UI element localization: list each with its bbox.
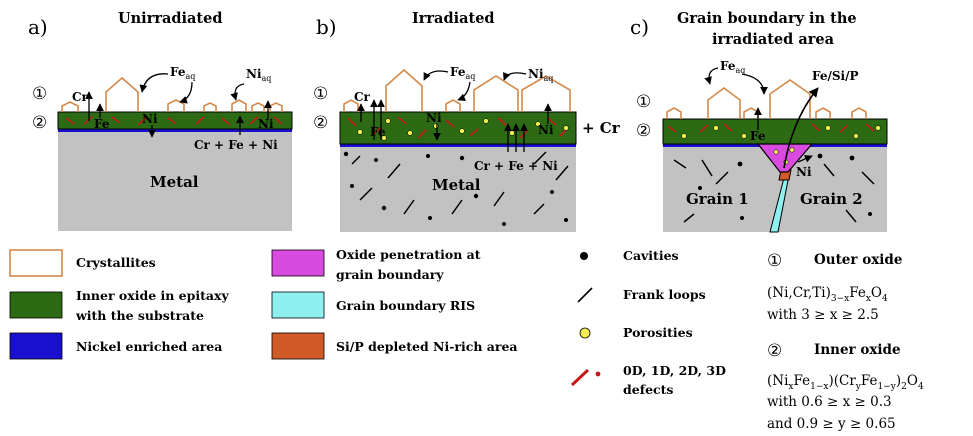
- legend-cavities: Cavities: [623, 248, 679, 263]
- ni-label: Ni: [796, 165, 812, 179]
- legend-penetration-line2: grain boundary: [336, 267, 444, 282]
- legend: Crystallites Inner oxide in epitaxy with…: [9, 247, 726, 397]
- outer-layer-marker: ①: [32, 84, 47, 104]
- inner-oxide-layer: [662, 118, 888, 145]
- metal-label: Metal: [150, 173, 199, 191]
- ni-right-label: Ni: [258, 117, 274, 131]
- ni-right-label: Ni: [538, 123, 554, 137]
- legend-frank: Frank loops: [623, 287, 706, 302]
- inner-oxide-range-x: with 0.6 ≥ x ≥ 0.3: [767, 394, 892, 410]
- grain1-label: Grain 1: [686, 190, 749, 208]
- legend-inner-oxide-line1: Inner oxide in epitaxy: [76, 288, 229, 303]
- legend-gb-ris-swatch: [271, 291, 325, 319]
- legend-defects-swatch: [570, 368, 601, 387]
- legend-crystallites: Crystallites: [76, 255, 156, 270]
- inner-layer-marker: ②: [313, 113, 328, 133]
- legend-frank-swatch: [577, 287, 593, 303]
- cavities-group: [343, 151, 568, 226]
- panel-a-letter: a): [28, 15, 48, 39]
- frank-loops-group: [351, 151, 569, 215]
- panel-c: ① ② Feaq Fe/Si/P Fe: [636, 59, 888, 233]
- legend-porosities: Porosities: [623, 325, 693, 340]
- inner-oxide-title: Inner oxide: [814, 342, 901, 358]
- ni-label: Ni: [426, 111, 442, 125]
- diffusion-label: Cr + Fe + Ni: [194, 138, 278, 152]
- defects-group: [65, 116, 283, 126]
- inner-oxide-layer: [57, 111, 293, 130]
- inner-oxide-range-y: and 0.9 ≥ y ≥ 0.65: [767, 416, 896, 432]
- metal-substrate: [58, 131, 292, 231]
- legend-defects-line1: 0D, 1D, 2D, 3D: [623, 363, 726, 378]
- grain2-label: Grain 2: [800, 190, 863, 208]
- panel-b-title: Irradiated: [412, 10, 495, 27]
- crystallites-group: [61, 76, 283, 112]
- legend-sip-swatch: [271, 332, 325, 360]
- panel-b-letter: b): [316, 15, 337, 39]
- outer-oxide-marker: ①: [767, 251, 782, 271]
- outer-oxide-block: ① Outer oxide (Ni,Cr,Ti)3−xFexO4 with 3 …: [767, 251, 902, 323]
- cr-label: Cr: [72, 90, 89, 104]
- inner-layer-marker: ②: [32, 113, 47, 133]
- inner-oxide-marker: ②: [767, 341, 782, 361]
- panel-a: ① ② Cr Fe Ni Ni Feaq: [32, 65, 293, 231]
- fe-label: Fe: [750, 129, 766, 143]
- legend-nickel-swatch: [9, 332, 63, 360]
- porosities-group: [357, 118, 569, 141]
- fe-aq-label: Feaq: [450, 65, 475, 81]
- legend-defects-line2: defects: [623, 382, 673, 397]
- crystallites-group: [666, 79, 867, 119]
- legend-gb-ris: Grain boundary RIS: [336, 298, 475, 313]
- diffusion-label: Cr + Fe + Ni: [474, 159, 558, 173]
- fe-label: Fe: [370, 125, 386, 139]
- outer-oxide-range: with 3 ≥ x ≥ 2.5: [767, 307, 879, 323]
- outer-oxide-title: Outer oxide: [814, 252, 902, 268]
- inner-oxide-formula: (NixFe1−x)(CryFe1−y)2O4: [767, 373, 924, 392]
- fe-aq-label: Feaq: [720, 59, 745, 75]
- fesip-label: Fe/Si/P: [812, 69, 859, 83]
- cavities-group: [698, 153, 872, 220]
- crystallites-group: [343, 68, 571, 112]
- legend-penetration-line1: Oxide penetration at: [336, 247, 481, 262]
- fe-aq-label: Feaq: [170, 65, 195, 81]
- legend-porosities-swatch: [579, 327, 591, 339]
- inner-layer-marker: ②: [636, 121, 651, 141]
- ni-label: Ni: [142, 112, 158, 126]
- legend-penetration-swatch: [271, 249, 325, 277]
- defects-group: [667, 123, 875, 133]
- oxide-penetration: [756, 143, 814, 173]
- outer-layer-marker: ①: [313, 84, 328, 104]
- panel-a-title: Unirradiated: [118, 10, 222, 27]
- legend-nickel: Nickel enriched area: [76, 339, 222, 354]
- frank-loops-group: [673, 159, 875, 223]
- legend-sip: Si/P depleted Ni-rich area: [336, 339, 518, 354]
- panel-c-title-line2: irradiated area: [712, 31, 835, 48]
- nickel-enriched-layer: [340, 143, 576, 147]
- nickel-enriched-layer: [58, 128, 292, 132]
- porosities-group: [681, 125, 881, 139]
- outer-layer-marker: ①: [636, 92, 651, 112]
- outer-oxide-formula: (Ni,Cr,Ti)3−xFexO4: [767, 285, 888, 304]
- fe-label: Fe: [94, 117, 110, 131]
- legend-crystallites-swatch: [9, 249, 63, 277]
- panel-c-letter: c): [630, 15, 649, 39]
- panel-c-title-line1: Grain boundary in the: [677, 10, 857, 27]
- ni-aq-label: Niaq: [246, 67, 271, 83]
- inner-oxide-block: ② Inner oxide (NixFe1−x)(CryFe1−y)2O4 wi…: [767, 341, 924, 432]
- metal-label: Metal: [432, 176, 481, 194]
- legend-inner-oxide-swatch: [9, 291, 63, 319]
- legend-inner-oxide-line2: with the substrate: [75, 308, 204, 323]
- ni-aq-label: Niaq: [528, 67, 553, 83]
- plus-cr-label: + Cr: [582, 119, 621, 137]
- cr-label: Cr: [354, 90, 371, 104]
- legend-cavities-swatch: [580, 252, 588, 260]
- panel-b: ① ② Cr Fe Ni Ni: [313, 65, 621, 232]
